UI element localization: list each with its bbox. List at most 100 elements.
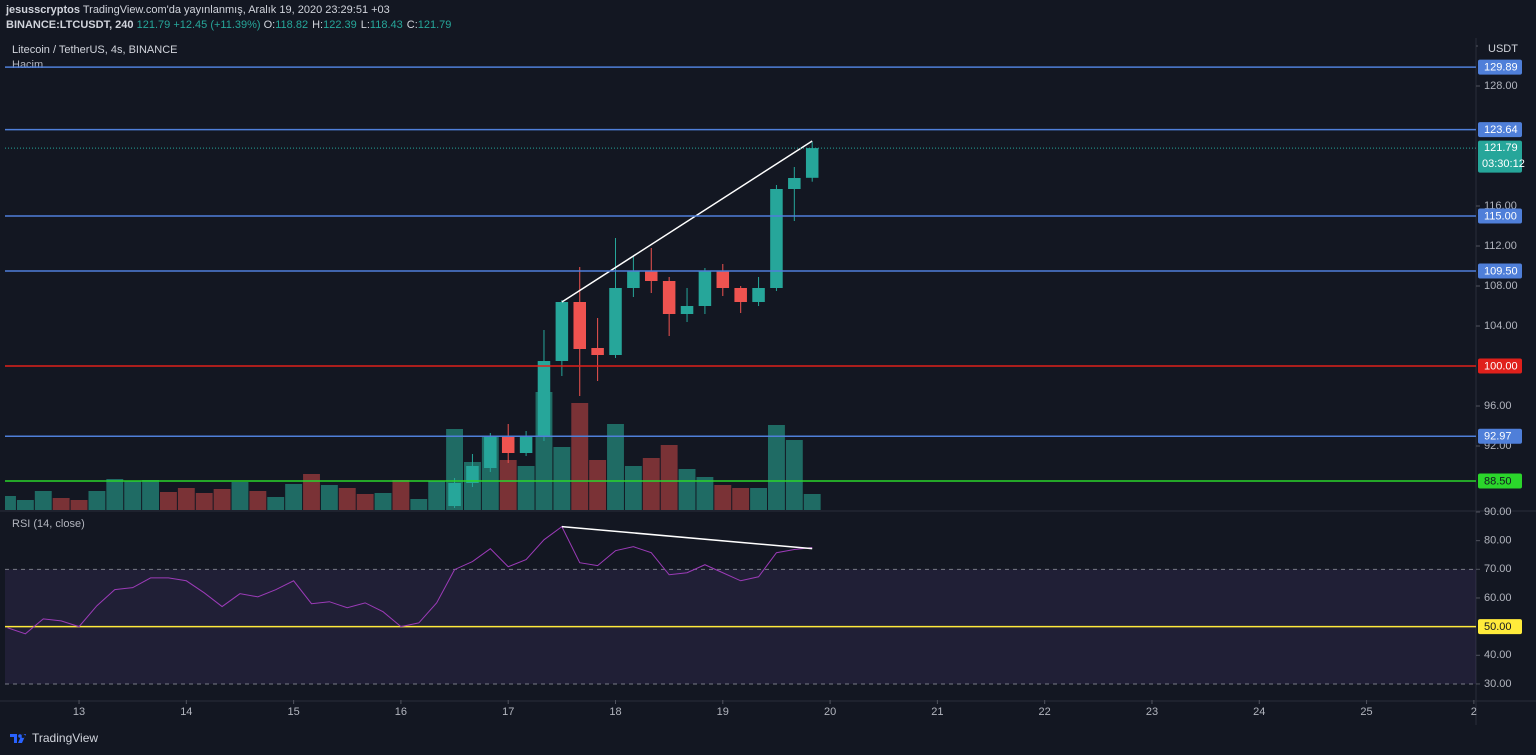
ohlc-value: 118.43 bbox=[369, 19, 403, 31]
x-tick-label: 17 bbox=[502, 706, 514, 718]
ohlc-value: 118.82 bbox=[275, 19, 309, 31]
volume-bar bbox=[428, 481, 446, 510]
author: jesusscryptos bbox=[6, 4, 80, 16]
candle-body bbox=[698, 271, 712, 306]
volume-bar bbox=[589, 460, 607, 510]
candle-body bbox=[484, 436, 497, 468]
main-pane bbox=[5, 140, 821, 510]
rsi-tick-label: 30.00 bbox=[1484, 678, 1512, 690]
volume-bar bbox=[88, 491, 106, 510]
header: jesusscryptos TradingView.com'da yayınla… bbox=[6, 3, 455, 33]
volume-bar bbox=[320, 485, 338, 510]
x-tick-label: 21 bbox=[931, 706, 943, 718]
level-label: 109.50 bbox=[1484, 265, 1518, 277]
level-tag bbox=[1478, 473, 1522, 489]
volume-bar bbox=[607, 424, 624, 510]
x-tick-label: 24 bbox=[1253, 706, 1265, 718]
volume-bar bbox=[410, 499, 428, 510]
volume-bar bbox=[678, 469, 696, 510]
candle-body bbox=[770, 189, 783, 288]
level-tag bbox=[1478, 428, 1522, 444]
x-tick-label: 16 bbox=[395, 706, 407, 718]
candle-body bbox=[555, 302, 569, 361]
last: 121.79 bbox=[136, 19, 171, 31]
candle-body bbox=[591, 348, 604, 355]
volume-bar bbox=[768, 425, 785, 510]
x-tick-label: 15 bbox=[287, 706, 299, 718]
level-label: 88.50 bbox=[1484, 475, 1512, 487]
candle-body bbox=[537, 361, 551, 437]
volume-bar bbox=[213, 489, 231, 510]
y-tick-label: 108.00 bbox=[1484, 280, 1518, 292]
x-tick-label: 14 bbox=[180, 706, 192, 718]
y-tick-label: 96.00 bbox=[1484, 400, 1512, 412]
symbol: BINANCE:LTCUSDT, 240 bbox=[6, 19, 134, 31]
volume-bar bbox=[642, 458, 660, 510]
level-label: 92.97 bbox=[1484, 431, 1512, 443]
candle-body bbox=[680, 306, 694, 314]
logo bbox=[10, 734, 26, 743]
rsi-tick-label: 60.00 bbox=[1484, 592, 1512, 604]
ohlc-label: H: bbox=[312, 19, 324, 31]
volume-bar bbox=[392, 480, 410, 510]
volume-bar bbox=[249, 491, 267, 510]
volume-bar bbox=[553, 447, 571, 510]
volume-bar bbox=[338, 488, 356, 510]
volume-bar bbox=[34, 491, 52, 510]
volume-bar bbox=[106, 479, 124, 510]
level-tag bbox=[1478, 122, 1522, 138]
x-tick-label: 18 bbox=[609, 706, 621, 718]
brand: TradingView bbox=[32, 731, 99, 745]
volume-bar bbox=[303, 474, 320, 510]
change: +12.45 (+11.39%) bbox=[173, 19, 261, 31]
volume-bar bbox=[177, 488, 195, 510]
level-label: 100.00 bbox=[1484, 360, 1518, 372]
currency-label: USDT bbox=[1488, 43, 1518, 55]
level-tag bbox=[1478, 263, 1522, 279]
volume-bar bbox=[696, 477, 714, 510]
last-price-label: 121.79 bbox=[1484, 142, 1518, 154]
volume-bar bbox=[16, 500, 34, 510]
level-tag bbox=[1478, 208, 1522, 224]
candle-body bbox=[501, 437, 515, 453]
ohlc-label: L: bbox=[360, 19, 370, 31]
volume-bar bbox=[660, 445, 678, 510]
volume-bar bbox=[124, 481, 142, 510]
volume-bar bbox=[750, 488, 768, 510]
rsi-line bbox=[7, 525, 813, 635]
rsi-level-tag bbox=[1478, 619, 1522, 635]
last-price-tag bbox=[1478, 140, 1522, 173]
volume-bar bbox=[624, 466, 642, 510]
rsi-trendline bbox=[561, 525, 813, 550]
x-tick-label: 20 bbox=[824, 706, 836, 718]
level-label: 115.00 bbox=[1484, 210, 1517, 222]
x-tick-label: 22 bbox=[1039, 706, 1051, 718]
trendline bbox=[561, 140, 813, 303]
pane-title: Litecoin / TetherUS, 4s, BINANCE bbox=[12, 44, 177, 56]
rsi-tick-label: 70.00 bbox=[1484, 563, 1512, 575]
ohlc-label: C: bbox=[406, 19, 418, 31]
volume-bar bbox=[714, 485, 732, 510]
y-tick-label: 128.00 bbox=[1484, 80, 1518, 92]
volume-bar bbox=[5, 496, 16, 510]
volume-bar bbox=[231, 482, 249, 510]
candle-body bbox=[519, 437, 533, 453]
candle-body bbox=[609, 288, 622, 355]
candle-body bbox=[573, 302, 587, 349]
volume-bar bbox=[142, 480, 160, 510]
ohlc: O:118.82 H:122.39 L:118.43 C:121.79 bbox=[264, 19, 456, 31]
published: TradingView.com'da yayınlanmış, Aralık 1… bbox=[82, 4, 390, 16]
candle-body bbox=[716, 271, 730, 288]
volume-label: Hacim bbox=[12, 59, 43, 71]
volume-bar bbox=[517, 466, 535, 510]
candle-body bbox=[662, 281, 676, 314]
candle-body bbox=[466, 466, 479, 483]
candle-body bbox=[448, 483, 461, 506]
volume-bar bbox=[52, 498, 70, 510]
y-tick-label: 104.00 bbox=[1484, 320, 1518, 332]
ohlc-value: 122.39 bbox=[323, 19, 357, 31]
volume-bar bbox=[499, 460, 517, 510]
volume-bar bbox=[285, 484, 303, 510]
